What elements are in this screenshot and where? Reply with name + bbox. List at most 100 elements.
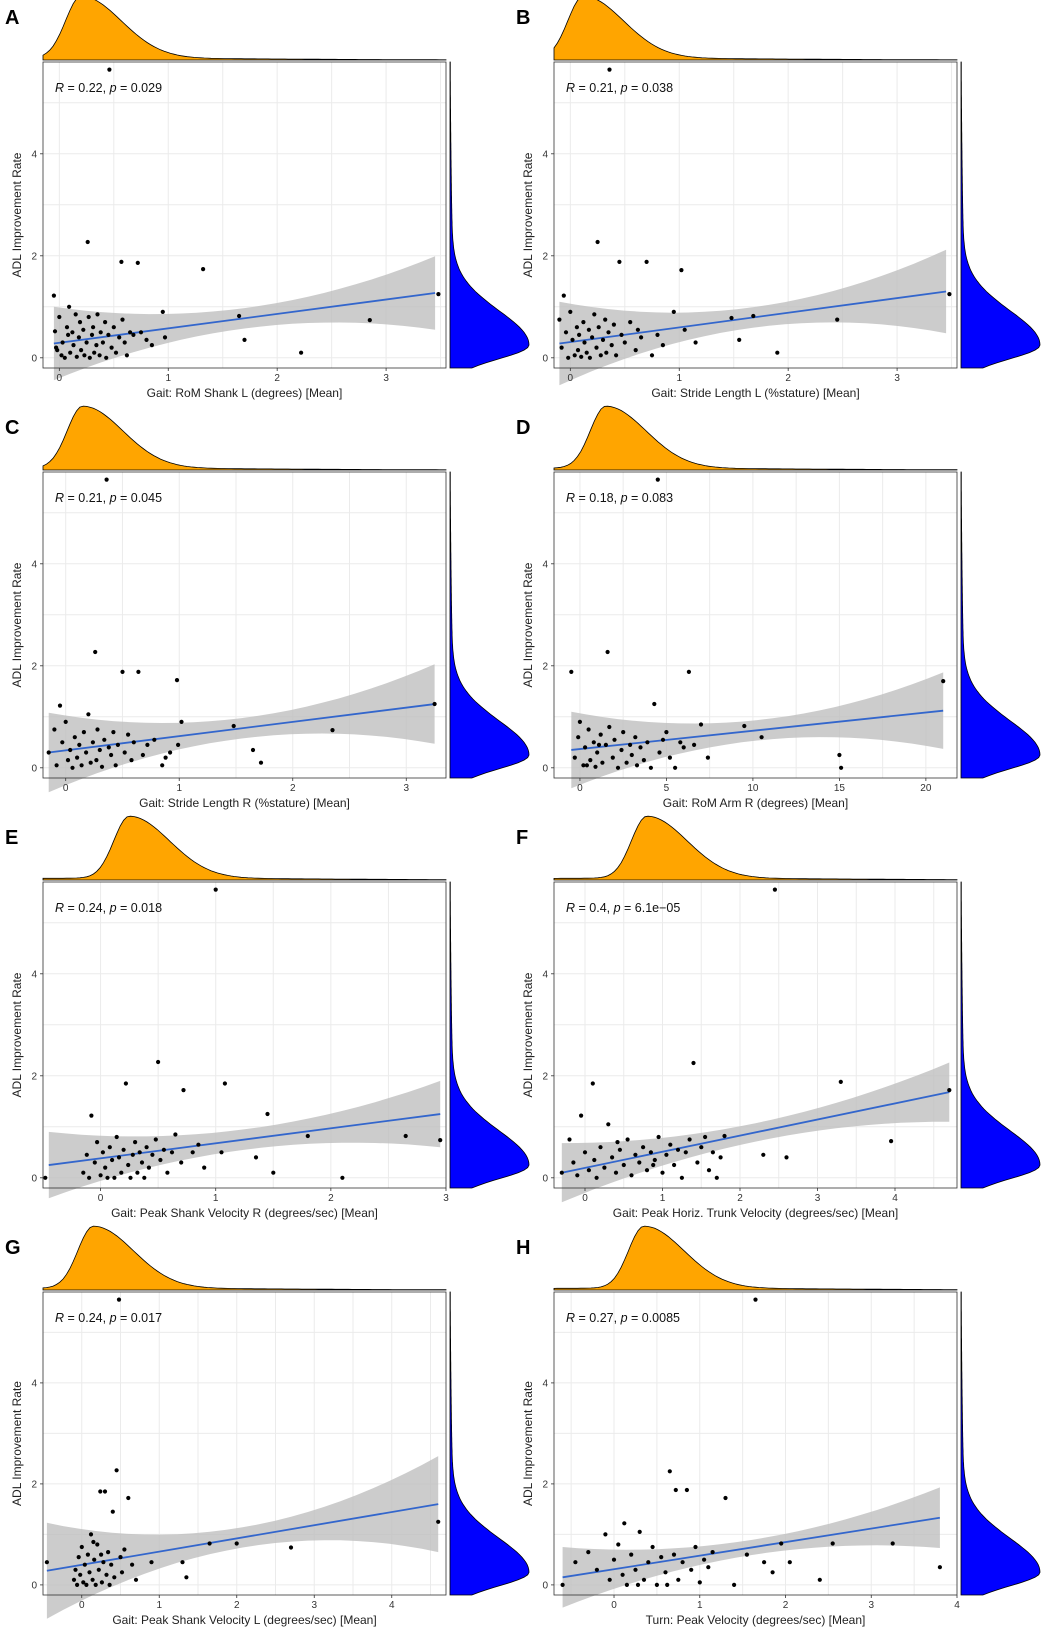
data-point	[88, 1532, 94, 1537]
data-point	[118, 1555, 123, 1560]
data-point	[181, 1088, 186, 1093]
data-point	[641, 758, 647, 763]
data-point	[131, 332, 136, 337]
stat-r-symbol: R	[55, 901, 64, 915]
data-point	[165, 1170, 170, 1175]
data-point	[367, 318, 372, 323]
data-point	[559, 345, 564, 350]
data-point	[687, 1137, 692, 1142]
data-point	[95, 1542, 100, 1547]
data-point	[145, 742, 150, 748]
data-point	[787, 1560, 792, 1565]
y-tick-label: 2	[31, 251, 37, 262]
data-point	[593, 764, 598, 769]
data-point	[107, 67, 112, 72]
data-point	[75, 755, 80, 760]
data-point	[87, 355, 92, 360]
data-point	[572, 755, 577, 760]
stat-annotation: R = 0.24, p = 0.017	[55, 1311, 162, 1325]
data-point	[729, 315, 734, 321]
data-point	[667, 755, 673, 760]
data-point	[615, 765, 621, 770]
data-point	[128, 330, 133, 335]
x-axis-label: Gait: Peak Horiz. Trunk Velocity (degree…	[613, 1206, 898, 1220]
x-tick-label: 2	[783, 1600, 789, 1611]
data-point	[55, 348, 60, 353]
data-point	[98, 1489, 103, 1494]
data-point	[160, 309, 165, 314]
y-tick-label: 4	[31, 969, 37, 980]
data-point	[113, 763, 118, 768]
data-point	[890, 1541, 895, 1546]
data-point	[97, 353, 102, 358]
data-point	[582, 1150, 588, 1155]
data-point	[590, 335, 595, 340]
y-axis-label: ADL Improvement Rate	[10, 972, 24, 1097]
data-point	[436, 292, 441, 297]
data-point	[686, 669, 692, 675]
data-point	[89, 332, 95, 337]
regression-line	[562, 1516, 940, 1579]
data-point	[85, 239, 90, 245]
data-point	[112, 1575, 117, 1580]
y-tick-label: 0	[542, 1580, 548, 1591]
data-point	[110, 1157, 115, 1163]
stat-p-value: = 0.0085	[628, 1311, 681, 1325]
data-point	[605, 649, 610, 655]
data-point	[941, 679, 946, 684]
data-point	[575, 348, 581, 353]
data-point	[438, 1138, 443, 1143]
data-point	[131, 740, 136, 745]
data-point	[660, 343, 666, 348]
top-density	[553, 405, 958, 471]
data-point	[680, 1560, 685, 1565]
panel-letter: A	[5, 7, 19, 29]
data-point	[95, 1140, 100, 1145]
x-axis-label: Gait: Peak Shank Velocity R (degrees/sec…	[111, 1206, 378, 1220]
stat-r-symbol: R	[55, 81, 64, 95]
stat-p-symbol: p	[109, 1311, 117, 1325]
x-tick-label: 4	[892, 1193, 898, 1204]
data-point	[702, 1557, 707, 1562]
data-point	[71, 343, 76, 348]
stat-p-value: = 0.045	[117, 491, 163, 505]
x-tick-label: 0	[98, 1193, 104, 1204]
data-point	[231, 723, 236, 729]
stat-p-symbol: p	[620, 1311, 628, 1325]
data-point	[52, 727, 57, 732]
data-point	[650, 1544, 655, 1550]
data-point	[675, 1147, 681, 1152]
x-axis-label: Gait: Peak Shank Velocity L (degrees/sec…	[112, 1613, 376, 1627]
stat-annotation: R = 0.22, p = 0.029	[55, 81, 162, 95]
data-point	[124, 353, 129, 358]
data-point	[158, 1157, 163, 1163]
data-point	[577, 332, 582, 337]
data-point	[96, 1567, 101, 1572]
data-point	[671, 309, 676, 314]
data-point	[156, 1059, 161, 1065]
data-point	[744, 1552, 750, 1557]
right-density	[960, 881, 1041, 1189]
data-point	[629, 1552, 634, 1557]
data-point	[173, 1132, 178, 1137]
data-point	[139, 1160, 145, 1165]
data-point	[592, 1157, 597, 1163]
data-point	[594, 1567, 600, 1572]
regression-line	[53, 292, 436, 345]
plot-border	[42, 61, 447, 369]
data-point	[652, 701, 657, 707]
data-point	[633, 348, 638, 353]
x-tick-label: 0	[79, 1600, 85, 1611]
x-tick-label: 3	[443, 1193, 449, 1204]
data-point	[70, 765, 75, 770]
data-point	[130, 1152, 135, 1157]
y-tick-label: 4	[31, 559, 37, 570]
x-tick-label: 2	[274, 373, 280, 384]
data-point	[573, 1560, 578, 1565]
data-point	[571, 1160, 576, 1165]
data-point	[90, 1577, 95, 1582]
data-point	[742, 723, 747, 729]
data-point	[106, 745, 111, 750]
data-point	[622, 340, 627, 345]
stat-r-value: = 0.22,	[64, 81, 110, 95]
